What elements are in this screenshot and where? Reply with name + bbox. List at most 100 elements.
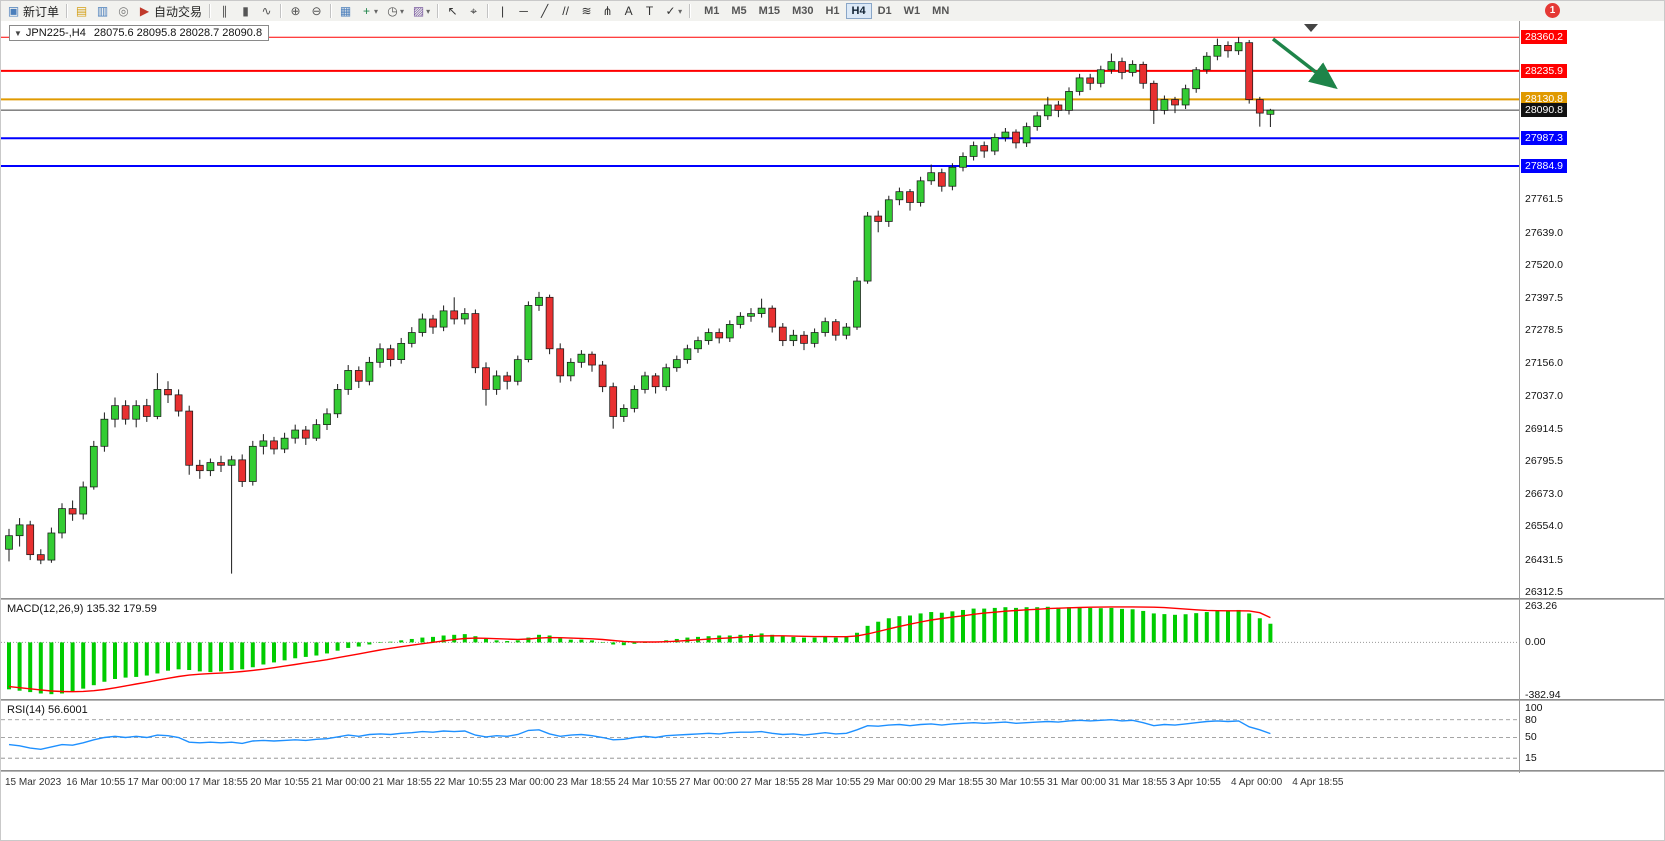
tile-windows-button[interactable]: ▦ — [335, 1, 356, 21]
timeframe-d1-button[interactable]: D1 — [877, 5, 892, 17]
arrows-icon: ✓ — [665, 4, 676, 18]
macd-histogram — [7, 606, 1273, 695]
andrews-pitchfork-button[interactable]: ⋔ — [597, 1, 618, 21]
time-label: 17 Mar 18:55 — [188, 777, 248, 788]
timeframe-w1-button[interactable]: W1 — [903, 5, 921, 17]
crosshair-icon: ⌖ — [470, 4, 477, 18]
price-tick: 26795.5 — [1525, 455, 1563, 468]
equidistant-channel-button[interactable]: // — [555, 1, 576, 21]
timeframe-h4-button[interactable]: H4 — [845, 3, 872, 19]
templates-icon: ▨ — [412, 4, 425, 18]
fibonacci-button[interactable]: ≋ — [576, 1, 597, 21]
time-label: 27 Mar 18:55 — [740, 777, 800, 788]
toolbar-items: ▣ 新订单 ▤ ▥ ◎ ▶ 自动交易 ∥ ▮ ∿ ⊕ ⊖ ▦ + ▾ ◷ ▾ ▨ ▾ ↖ ⌖ | ─ ╱ // ≋ ⋔ A T ✓ ▾ — [1, 1, 694, 21]
notification-badge[interactable]: 1 — [1545, 3, 1560, 18]
time-label: 21 Mar 18:55 — [372, 777, 432, 788]
quote-box: ▼ JPN225-,H4 28075.6 28095.8 28028.7 280… — [9, 25, 270, 41]
candlestick-chart-button[interactable]: ▮ — [235, 1, 256, 21]
price-tick: 27156.0 — [1525, 357, 1563, 370]
templates-button[interactable]: ▨ ▾ — [408, 1, 434, 21]
cursor-button[interactable]: ↖ — [442, 1, 463, 21]
price-tick: 27037.0 — [1525, 389, 1563, 402]
timeframe-m30-button[interactable]: M30 — [792, 5, 814, 17]
data-window-icon: ▥ — [96, 4, 109, 18]
fibonacci-icon: ≋ — [581, 4, 592, 18]
price-badge-28360.2: 28360.2 — [1521, 30, 1567, 45]
price-badge-28130.8: 28130.8 — [1521, 92, 1567, 107]
pane-splitter[interactable] — [1, 770, 1664, 773]
rsi-scale-tick: 100 — [1525, 701, 1543, 714]
text-label-button[interactable]: T — [639, 1, 660, 21]
market-watch-button[interactable]: ▤ — [71, 1, 92, 21]
timeframe-m5-button[interactable]: M5 — [731, 5, 747, 17]
price-tick: 27520.0 — [1525, 258, 1563, 271]
timeframe-mn-button[interactable]: MN — [932, 5, 950, 17]
time-label: 3 Apr 10:55 — [1169, 777, 1221, 788]
time-label: 16 Mar 10:55 — [66, 777, 126, 788]
tile-windows-icon: ▦ — [339, 4, 352, 18]
periods-button[interactable]: ◷ ▾ — [382, 1, 408, 21]
timeframe-m1-button[interactable]: M1 — [704, 5, 720, 17]
cursor-icon: ↖ — [447, 4, 458, 18]
trendline-icon: ╱ — [540, 4, 549, 18]
macd-name: MACD(12,26,9) — [7, 603, 84, 615]
price-tick: 26554.0 — [1525, 520, 1563, 533]
time-label: 4 Apr 18:55 — [1292, 777, 1344, 788]
macd-chart-svg[interactable] — [1, 601, 1519, 699]
zoom-in-button[interactable]: ⊕ — [285, 1, 306, 21]
bar-chart-button[interactable]: ∥ — [214, 1, 235, 21]
toolbar: ▣ 新订单 ▤ ▥ ◎ ▶ 自动交易 ∥ ▮ ∿ ⊕ ⊖ ▦ + ▾ ◷ ▾ ▨ ▾ ↖ ⌖ | ─ ╱ // ≋ ⋔ A T ✓ ▾ M1… — [1, 1, 1664, 22]
pane-splitter[interactable] — [1, 598, 1664, 601]
rsi-scale-tick: 50 — [1525, 731, 1537, 744]
chart-shift-marker[interactable] — [1304, 24, 1318, 32]
text-button[interactable]: A — [618, 1, 639, 21]
line-chart-icon: ∿ — [261, 4, 272, 18]
pane-splitter[interactable] — [1, 699, 1664, 702]
price-tick: 27397.5 — [1525, 291, 1563, 304]
time-label: 22 Mar 10:55 — [434, 777, 494, 788]
horizontal-line-button[interactable]: ─ — [513, 1, 534, 21]
candlestick-chart-svg[interactable] — [1, 21, 1519, 598]
macd-scale-tick: -382.94 — [1525, 689, 1561, 702]
price-axis-border — [1519, 21, 1520, 773]
text-icon: A — [624, 4, 633, 18]
rsi-values: 56.6001 — [47, 704, 88, 716]
navigator-button[interactable]: ◎ — [113, 1, 134, 21]
macd-pane[interactable]: MACD(12,26,9) 135.32 179.59 — [1, 601, 1519, 699]
new-order-button[interactable]: ▣ 新订单 — [3, 1, 63, 21]
auto-trading-label: 自动交易 — [154, 4, 203, 19]
timeframe-h1-button[interactable]: H1 — [825, 5, 840, 17]
time-label: 21 Mar 00:00 — [311, 777, 371, 788]
macd-axis[interactable]: 263.26 0.00 -382.94 — [1520, 600, 1664, 702]
rsi-line — [8, 718, 1271, 751]
andrews-pitchfork-icon: ⋔ — [602, 4, 613, 18]
auto-trading-button[interactable]: ▶ 自动交易 — [134, 1, 206, 21]
market-watch-icon: ▤ — [75, 4, 88, 18]
rsi-chart-svg[interactable] — [1, 702, 1519, 770]
time-label: 29 Mar 00:00 — [863, 777, 923, 788]
timeframe-m15-button[interactable]: M15 — [758, 5, 781, 17]
macd-label: MACD(12,26,9) 135.32 179.59 — [7, 603, 157, 615]
main-price-pane[interactable] — [1, 21, 1519, 598]
rsi-axis[interactable]: 100 80 50 15 — [1520, 701, 1664, 770]
symbol-period: JPN225-,H4 — [25, 27, 86, 39]
time-label: 31 Mar 18:55 — [1108, 777, 1168, 788]
vertical-line-button[interactable]: | — [492, 1, 513, 21]
new-order-label: 新订单 — [23, 4, 60, 19]
rsi-pane[interactable]: RSI(14) 56.6001 — [1, 702, 1519, 770]
arrows-button[interactable]: ✓ ▾ — [660, 1, 686, 21]
toolbar-separator — [437, 4, 440, 18]
zoom-out-button[interactable]: ⊖ — [306, 1, 327, 21]
indicators-button[interactable]: + ▾ — [356, 1, 382, 21]
annotation-arrow[interactable] — [1271, 37, 1338, 90]
chevron-down-icon[interactable]: ▼ — [14, 28, 22, 38]
time-axis[interactable]: 15 Mar 2023 16 Mar 10:55 17 Mar 00:00 17 Ma… — [1, 773, 1519, 795]
line-chart-button[interactable]: ∿ — [256, 1, 277, 21]
candles-layer — [5, 37, 1275, 574]
price-axis[interactable]: 27761.5 27639.0 27520.0 27397.5 27278.5 27156… — [1520, 21, 1664, 598]
chart-window[interactable]: ▼ JPN225-,H4 28075.6 28095.8 28028.7 280… — [1, 21, 1664, 840]
trendline-button[interactable]: ╱ — [534, 1, 555, 21]
data-window-button[interactable]: ▥ — [92, 1, 113, 21]
crosshair-button[interactable]: ⌖ — [463, 1, 484, 21]
